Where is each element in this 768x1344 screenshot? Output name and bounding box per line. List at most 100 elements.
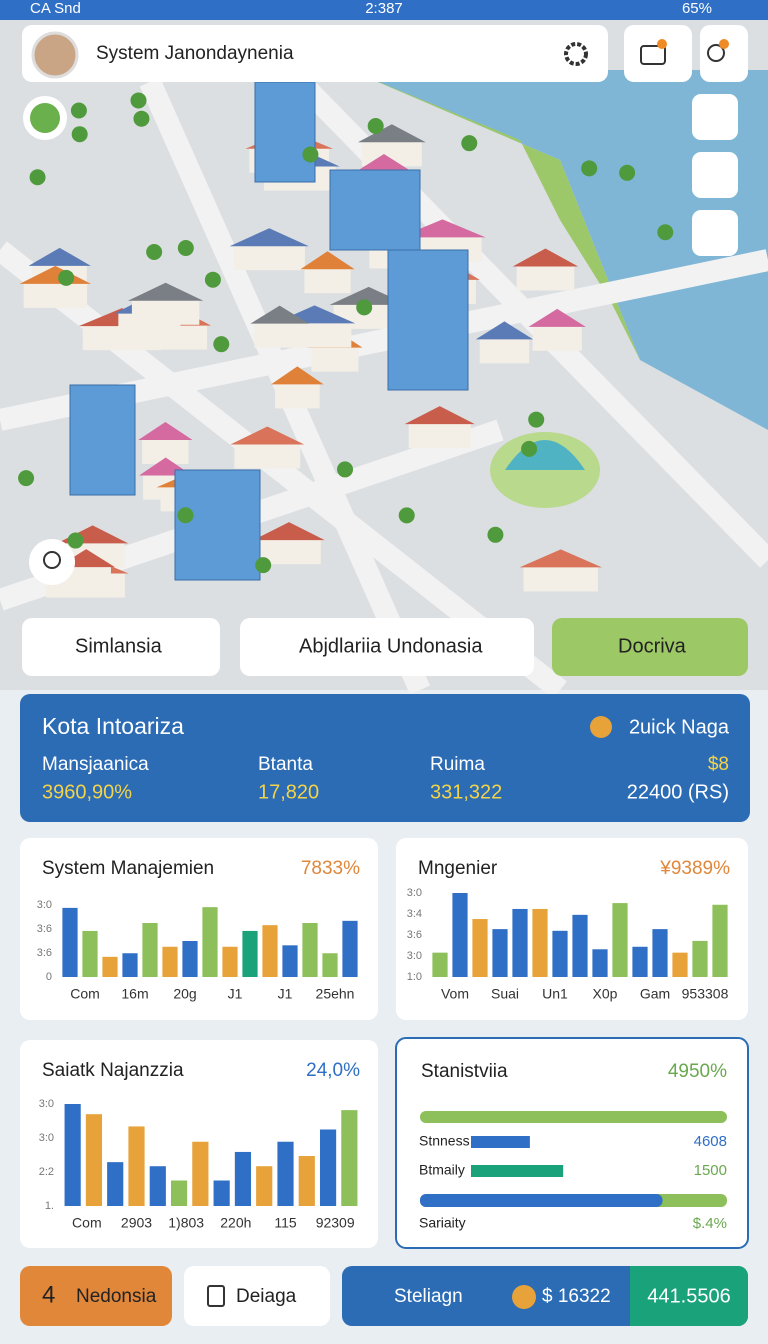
agent-avatar (30, 103, 60, 133)
bar (632, 946, 648, 977)
roof (230, 426, 305, 445)
profile-button[interactable] (29, 539, 75, 585)
bar (107, 1162, 124, 1206)
y-tick-label: 1. (45, 1200, 54, 1212)
roof (355, 154, 413, 173)
info-panel (20, 694, 750, 822)
tree (71, 126, 88, 143)
side-button[interactable] (692, 152, 738, 198)
tab[interactable] (240, 618, 534, 676)
bar (202, 907, 218, 977)
bar (298, 1156, 315, 1206)
roof (271, 366, 324, 385)
x-tick-label: 953308 (682, 986, 729, 1002)
building (275, 382, 320, 409)
profile-icon (43, 551, 61, 569)
building (479, 337, 530, 364)
row-label: Stnness (419, 1133, 470, 1149)
bar (222, 946, 238, 977)
y-tick-label: 3:0 (39, 1098, 54, 1110)
settings-icon[interactable] (564, 42, 588, 66)
x-tick-label: 2903 (121, 1215, 152, 1231)
stat-value: 331,322 (430, 781, 502, 803)
x-tick-label: 1)803 (168, 1215, 204, 1231)
action-label: Steliagn (394, 1286, 463, 1307)
building (532, 324, 582, 351)
row-bar (420, 1194, 663, 1207)
roof (300, 251, 355, 270)
building (23, 281, 88, 308)
bar (64, 1104, 81, 1206)
bar (213, 1180, 230, 1206)
building (523, 565, 598, 592)
bar (672, 952, 688, 977)
nav-button[interactable] (184, 1266, 330, 1326)
panel-badge: 2uick Naga (629, 716, 730, 738)
roof (28, 247, 91, 266)
tab-label: Docriva (618, 635, 687, 657)
building (408, 422, 471, 449)
y-tick-label: 3:0 (407, 950, 422, 962)
roof (138, 421, 193, 440)
y-tick-label: 3:0 (39, 1132, 54, 1144)
tower (174, 469, 261, 581)
roof (229, 228, 309, 247)
tree (67, 532, 84, 549)
y-tick-label: 3:6 (37, 923, 52, 935)
stat-label: $8 (708, 754, 729, 775)
roof (250, 305, 309, 324)
side-button[interactable] (692, 94, 738, 140)
bar (234, 1151, 252, 1206)
nav-button[interactable] (20, 1266, 172, 1326)
bar (149, 1166, 166, 1206)
alert-icon (707, 44, 725, 62)
tree (528, 411, 545, 428)
side-button[interactable] (692, 210, 738, 256)
bar (322, 953, 338, 977)
bar (319, 1129, 337, 1206)
x-tick-label: Suai (491, 986, 519, 1002)
x-tick-label: Un1 (542, 986, 568, 1002)
tree (302, 146, 319, 163)
bar (122, 953, 138, 977)
doc-icon (207, 1285, 225, 1307)
score: 441.5506 (647, 1285, 730, 1307)
chart-title: System Manajemien (42, 858, 214, 879)
x-tick-label: 20g (173, 986, 196, 1002)
coin-icon (512, 1285, 536, 1309)
y-tick-label: 1:0 (407, 971, 422, 983)
building (304, 267, 351, 294)
bar (552, 930, 568, 977)
tree (367, 118, 384, 135)
clock: 2:387 (365, 0, 403, 17)
chart-headline: ¥9389% (659, 858, 730, 879)
bar (592, 949, 608, 977)
row-value: 1500 (694, 1162, 727, 1179)
bar (192, 1141, 209, 1206)
bar (85, 1114, 103, 1206)
tab[interactable] (22, 618, 220, 676)
bar (82, 930, 98, 977)
x-tick-label: 25ehn (316, 986, 355, 1002)
y-tick-label: 3:0 (407, 887, 422, 899)
tower (69, 384, 136, 496)
tower (254, 81, 316, 183)
stat-value: 17,820 (258, 781, 319, 803)
tree (213, 336, 230, 353)
tree (204, 271, 221, 288)
roof (475, 321, 534, 340)
tower (329, 169, 421, 251)
bar (170, 1180, 188, 1206)
badge (657, 39, 667, 49)
chart-title: Saiatk Najanzzia (42, 1060, 184, 1081)
avatar[interactable] (31, 31, 79, 79)
city-map (0, 0, 768, 690)
roof (519, 549, 602, 568)
score-block (630, 1266, 748, 1326)
tab-active[interactable] (552, 618, 748, 676)
roof (399, 219, 486, 238)
tab-label: Simlansia (75, 635, 163, 657)
message-button[interactable] (624, 25, 692, 82)
bar (142, 923, 158, 977)
